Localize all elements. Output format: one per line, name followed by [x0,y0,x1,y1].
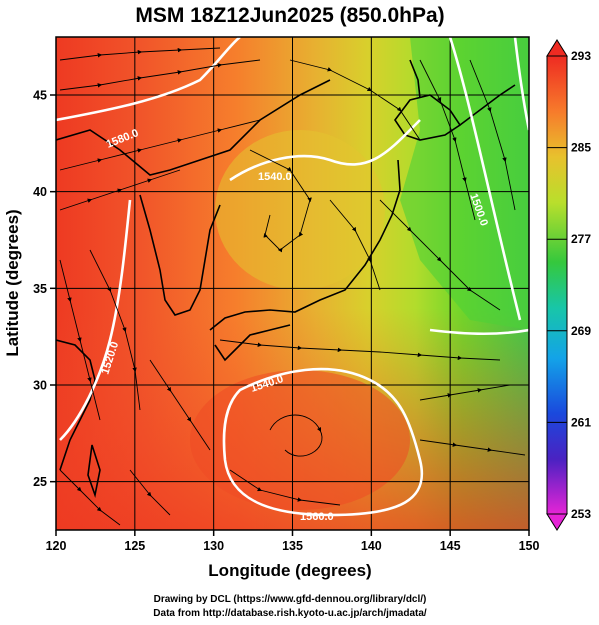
credit-data: Data from http://database.rish.kyoto-u.a… [153,608,427,619]
y-tick-label: 40 [33,185,47,199]
x-axis-ticks: 120 125 130 135 140 145 150 [46,530,540,553]
contour-label: 1540.0 [258,171,292,183]
contour-label: 1560.0 [300,511,334,523]
colorbar-ticks: 293 285 277 269 261 253 [547,49,591,521]
colorbar-tick-label: 293 [571,49,591,63]
x-tick-label: 125 [124,539,145,553]
x-tick-label: 120 [46,539,67,553]
y-tick-label: 30 [33,379,47,393]
x-tick-label: 140 [361,539,382,553]
y-tick-label: 45 [33,89,47,103]
map-title: MSM 18Z12Jun2025 (850.0hPa) [135,4,444,27]
x-tick-label: 145 [440,539,461,553]
colorbar-tick-label: 285 [571,141,591,155]
x-tick-label: 135 [282,539,303,553]
y-tick-label: 35 [33,282,47,296]
colorbar-bottom-arrow [546,513,568,531]
colorbar-tick-label: 269 [571,324,591,338]
colorbar-tick-label: 277 [571,232,591,246]
y-axis-label: Latitude (degrees) [3,209,22,356]
y-tick-label: 25 [33,475,47,489]
colorbar-tick-label: 261 [571,415,591,429]
temperature-warm-core [190,370,410,510]
colorbar: 293 285 277 269 261 253 [546,39,591,531]
colorbar-top-arrow [546,39,568,57]
temperature-cool-patch [215,130,385,290]
colorbar-tick-label: 253 [571,507,591,521]
streamlines [59,47,526,526]
plot-area: 1580.0 1520.0 1540.0 1500.0 1540.0 1560.… [56,37,529,530]
credit-drawing: Drawing by DCL (https://www.gfd-dennou.o… [154,594,427,605]
x-axis-label: Longitude (degrees) [208,561,371,580]
y-axis-ticks: 25 30 35 40 45 [33,89,56,489]
colorbar-scale [546,55,568,515]
x-tick-label: 150 [519,539,540,553]
x-tick-label: 130 [203,539,224,553]
